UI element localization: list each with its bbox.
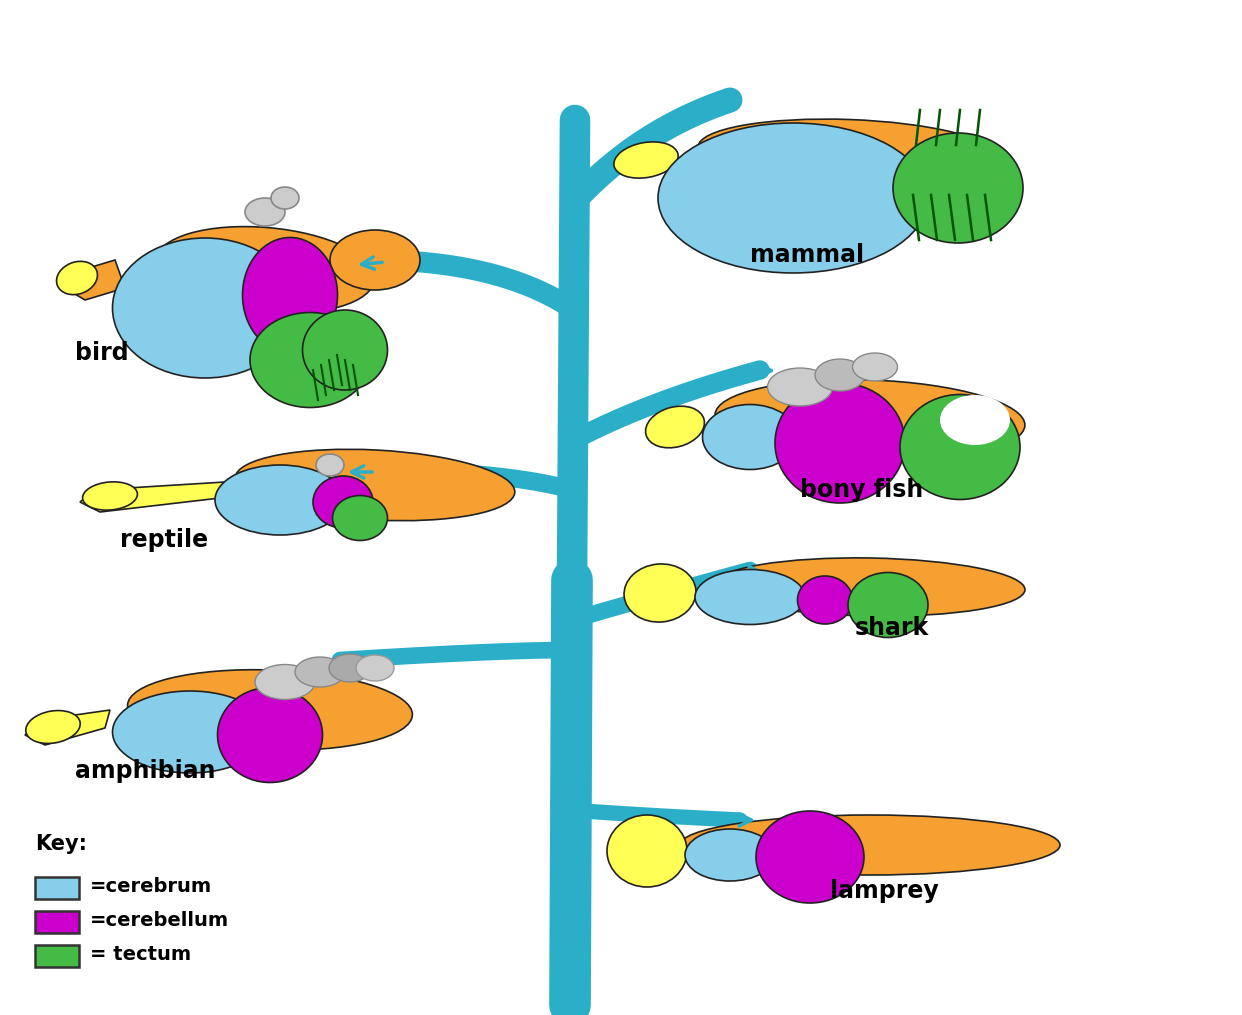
Ellipse shape [128, 670, 412, 750]
Polygon shape [65, 260, 125, 300]
Ellipse shape [715, 558, 1025, 616]
Text: Key:: Key: [35, 834, 87, 854]
Ellipse shape [623, 564, 696, 622]
Text: lamprey: lamprey [830, 879, 939, 903]
Ellipse shape [26, 710, 81, 743]
Ellipse shape [815, 359, 864, 391]
Ellipse shape [333, 495, 388, 541]
Text: mammal: mammal [750, 243, 864, 267]
Ellipse shape [217, 687, 323, 783]
Ellipse shape [646, 406, 704, 448]
Ellipse shape [686, 829, 775, 881]
Ellipse shape [155, 226, 375, 314]
Ellipse shape [329, 654, 371, 682]
Ellipse shape [703, 405, 797, 470]
Ellipse shape [775, 383, 905, 503]
Ellipse shape [296, 657, 345, 687]
FancyBboxPatch shape [35, 945, 79, 967]
Text: = tectum: = tectum [89, 946, 191, 964]
Ellipse shape [681, 815, 1059, 875]
Ellipse shape [607, 815, 687, 887]
Ellipse shape [57, 261, 97, 294]
Ellipse shape [315, 454, 344, 476]
Ellipse shape [940, 395, 1010, 445]
Polygon shape [25, 710, 111, 745]
Ellipse shape [848, 572, 928, 637]
Ellipse shape [330, 230, 420, 290]
Ellipse shape [893, 133, 1023, 243]
Text: bony fish: bony fish [800, 478, 923, 502]
Ellipse shape [698, 119, 997, 185]
Text: reptile: reptile [120, 528, 209, 552]
Ellipse shape [614, 142, 678, 179]
Text: bird: bird [75, 341, 129, 365]
FancyBboxPatch shape [35, 877, 79, 899]
Ellipse shape [250, 313, 370, 407]
Ellipse shape [852, 353, 898, 381]
Ellipse shape [696, 569, 805, 624]
Ellipse shape [768, 368, 832, 406]
Ellipse shape [271, 187, 299, 209]
Ellipse shape [113, 238, 298, 378]
Polygon shape [79, 482, 225, 512]
Ellipse shape [215, 465, 345, 535]
Text: =cerebrum: =cerebrum [89, 878, 212, 896]
Ellipse shape [313, 476, 373, 528]
Ellipse shape [715, 380, 1025, 461]
Ellipse shape [245, 198, 284, 226]
FancyBboxPatch shape [35, 911, 79, 933]
Ellipse shape [756, 811, 864, 903]
Ellipse shape [303, 310, 388, 390]
Ellipse shape [82, 482, 138, 511]
Ellipse shape [113, 691, 267, 773]
Ellipse shape [356, 655, 394, 681]
Text: shark: shark [854, 616, 929, 640]
Ellipse shape [900, 395, 1020, 499]
Ellipse shape [255, 665, 315, 699]
Ellipse shape [242, 238, 338, 352]
Ellipse shape [797, 576, 852, 624]
Ellipse shape [658, 123, 928, 273]
Ellipse shape [235, 450, 515, 521]
Text: =cerebellum: =cerebellum [89, 911, 229, 931]
Text: amphibian: amphibian [75, 759, 216, 783]
